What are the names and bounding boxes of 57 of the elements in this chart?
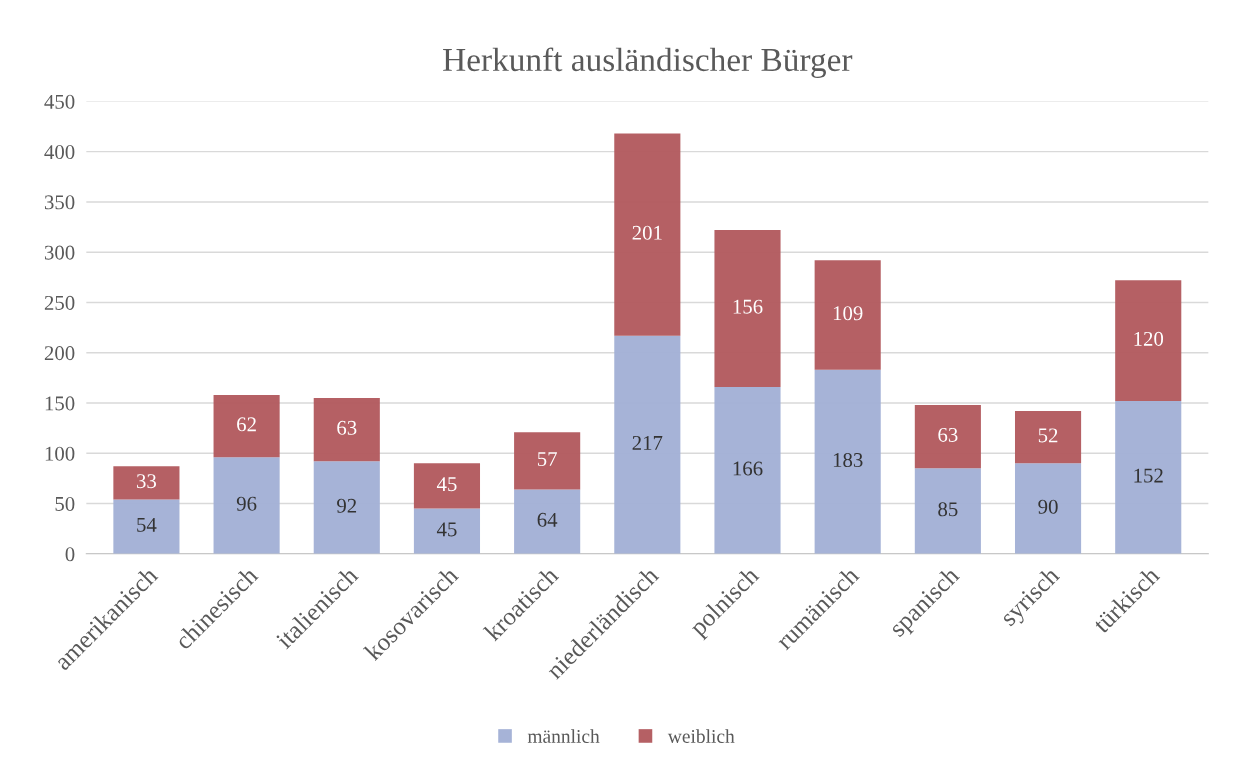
bar	[413, 463, 481, 509]
y-tick-label: 150	[45, 396, 75, 411]
data-label: 201	[632, 225, 662, 240]
data-label: 54	[137, 517, 157, 532]
y-tick-label: 0	[65, 547, 75, 562]
data-label: 183	[833, 452, 863, 468]
bar	[714, 386, 781, 554]
bar	[914, 405, 981, 469]
bar	[814, 369, 881, 554]
data-label: 64	[537, 512, 558, 527]
bar	[514, 432, 581, 490]
data-label: 92	[337, 498, 357, 513]
data-label: 57	[537, 452, 557, 467]
bar	[814, 260, 881, 370]
y-tick-label: 50	[55, 496, 75, 511]
data-label: 109	[833, 306, 863, 321]
data-label: 156	[733, 299, 763, 314]
bar	[714, 230, 781, 387]
bar	[1014, 411, 1082, 464]
data-label: 63	[337, 420, 357, 435]
bar	[514, 489, 581, 554]
y-tick-label: 450	[44, 94, 75, 109]
y-tick-label: 250	[44, 295, 75, 310]
data-label: 45	[436, 477, 457, 492]
bar	[213, 394, 280, 458]
y-tick-label: 350	[44, 195, 75, 210]
bar	[313, 461, 380, 554]
legend-label: weiblich	[667, 729, 735, 743]
bar	[313, 397, 380, 462]
data-label: 166	[733, 461, 763, 476]
y-tick-label: 200	[44, 346, 75, 361]
bar	[213, 457, 280, 554]
legend-label: männlich	[527, 729, 600, 743]
data-label: 90	[1038, 499, 1058, 514]
data-label: 33	[137, 474, 157, 489]
bar	[113, 499, 180, 554]
data-label: 152	[1134, 468, 1163, 483]
data-label: 85	[938, 502, 958, 517]
data-label: 217	[632, 435, 663, 450]
y-tick-label: 100	[45, 446, 75, 461]
y-tick-label: 300	[44, 245, 75, 260]
data-label: 63	[938, 427, 958, 442]
bar	[614, 335, 681, 554]
data-label: 52	[1038, 428, 1058, 443]
chart-title: Herkunft ausländischer Bürger	[443, 47, 853, 79]
data-label: 120	[1134, 331, 1164, 346]
bar	[1014, 463, 1082, 554]
data-label: 96	[236, 496, 257, 511]
bar	[1115, 400, 1182, 554]
data-label: 45	[436, 522, 457, 537]
data-label: 62	[237, 417, 256, 432]
bar	[914, 468, 981, 554]
bar	[413, 508, 481, 554]
y-tick-label: 400	[44, 145, 75, 160]
bar	[113, 466, 180, 500]
bar	[614, 133, 681, 336]
bar	[1115, 280, 1182, 401]
